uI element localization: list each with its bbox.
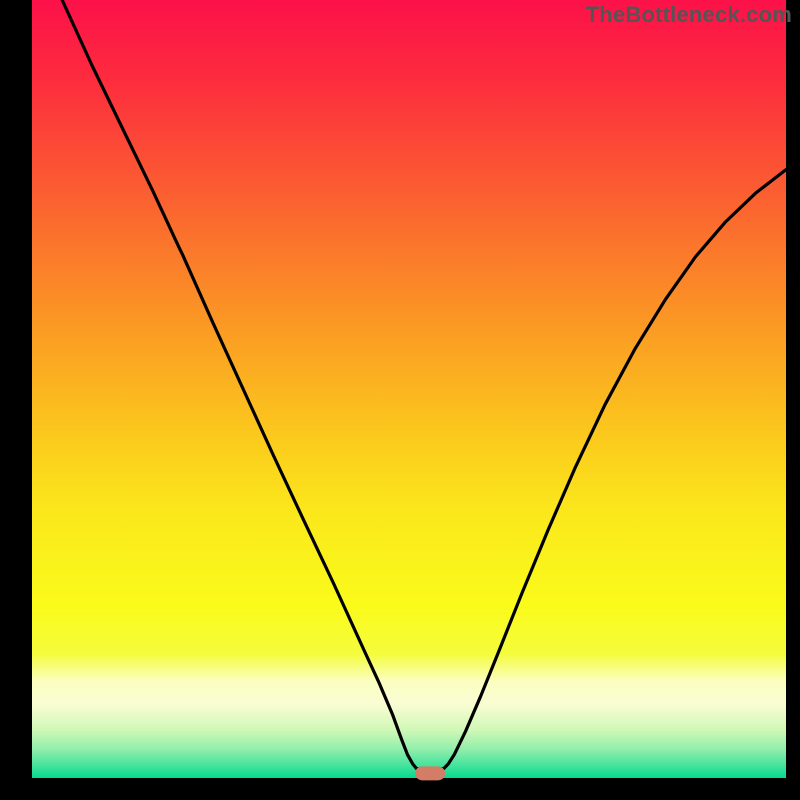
watermark-text: TheBottleneck.com bbox=[586, 2, 792, 28]
bottleneck-chart-svg bbox=[0, 0, 800, 800]
plot-background bbox=[32, 0, 786, 778]
chart-stage: TheBottleneck.com bbox=[0, 0, 800, 800]
optimum-marker bbox=[415, 766, 445, 780]
